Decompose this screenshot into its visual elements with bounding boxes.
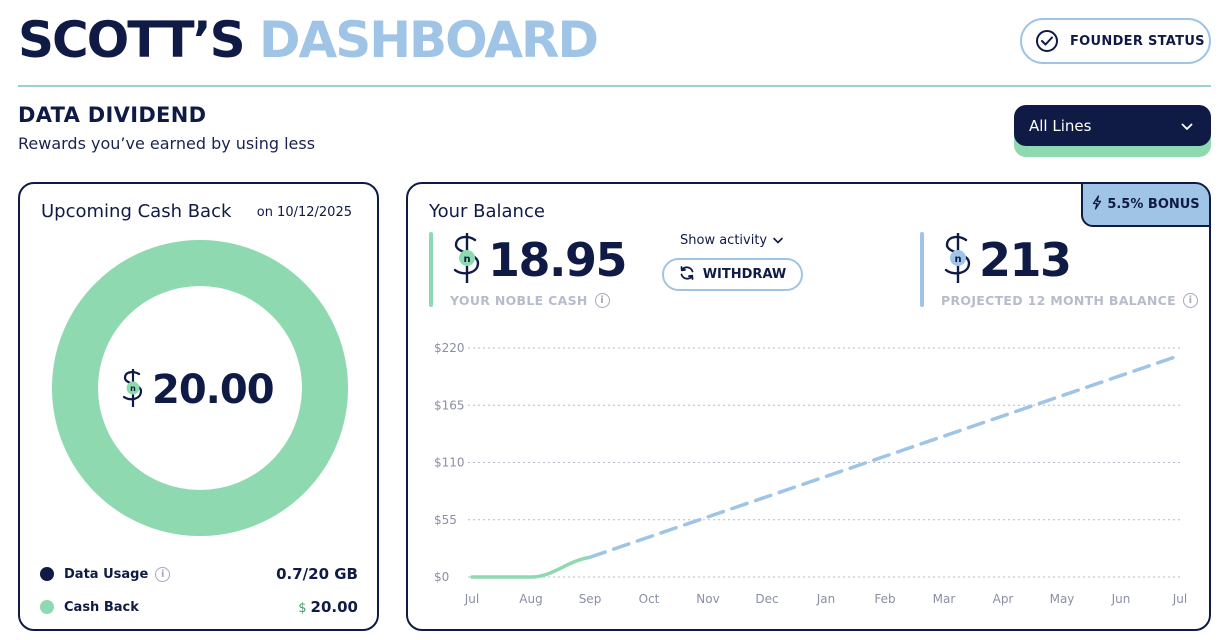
header-divider (18, 85, 1211, 87)
dollar-sign-icon: $ (298, 601, 307, 616)
cash-back-dot (40, 600, 54, 614)
x-tick-label: Jul (1172, 592, 1187, 606)
y-tick-label: $165 (434, 398, 465, 412)
cashback-card: Upcoming Cash Back on 10/12/2025 n 20.00… (18, 182, 379, 631)
page-title: SCOTT’S DASHBOARD (18, 10, 599, 70)
cashback-amount: n 20.00 (120, 367, 275, 413)
lightning-icon (1092, 195, 1102, 214)
balance-chart: $220 $165 $110 $55 $0 Jul Aug Sep Oct Nov Dec Jan Fe… (434, 341, 1187, 606)
bonus-label: 5.5% BONUS (1107, 197, 1200, 212)
cash-back-value: 20.00 (310, 598, 358, 616)
x-tick-label: Aug (519, 592, 542, 606)
cashback-donut (52, 240, 348, 536)
info-icon[interactable]: i (1183, 293, 1198, 308)
y-tick-label: $0 (434, 570, 449, 584)
x-tick-label: Mar (933, 592, 956, 606)
data-usage-dot (40, 567, 54, 581)
actual-balance-line (470, 555, 592, 579)
y-tick-label: $220 (434, 341, 465, 355)
section-title: DATA DIVIDEND (18, 103, 207, 127)
x-tick-label: Sep (579, 592, 602, 606)
info-icon[interactable]: i (155, 566, 171, 582)
x-tick-label: Jun (1111, 592, 1131, 606)
noble-dollar-icon: n (941, 232, 975, 288)
withdraw-button[interactable]: WITHDRAW (662, 258, 803, 291)
check-circle-icon (1036, 30, 1058, 52)
x-tick-label: Apr (993, 592, 1014, 606)
noble-cash-label: YOUR NOBLE CASH i (450, 293, 610, 308)
section-subtitle: Rewards you’ve earned by using less (18, 134, 316, 153)
noble-dollar-icon: n (120, 368, 146, 412)
x-tick-label: Feb (874, 592, 895, 606)
svg-text:n: n (130, 384, 136, 393)
title-dashboard: DASHBOARD (259, 11, 599, 69)
x-tick-label: May (1050, 592, 1075, 606)
projected-value: 213 (979, 233, 1072, 287)
show-activity-label: Show activity (680, 233, 768, 248)
cashback-date: on 10/12/2025 (256, 205, 352, 220)
svg-text:n: n (463, 254, 470, 265)
svg-text:n: n (954, 254, 961, 265)
noble-cash-label-text: YOUR NOBLE CASH (450, 293, 588, 308)
legend-label: Data Usage (64, 566, 149, 582)
y-tick-label: $110 (434, 456, 465, 470)
withdraw-label: WITHDRAW (702, 267, 787, 282)
x-tick-label: Jul (464, 592, 479, 606)
projected-amount: n 213 (941, 232, 1072, 288)
line-selector-value: All Lines (1029, 116, 1092, 135)
bonus-badge: 5.5% BONUS (1081, 184, 1209, 227)
chevron-down-icon (1181, 116, 1193, 135)
x-tick-label: Nov (696, 592, 719, 606)
x-tick-label: Dec (755, 592, 778, 606)
legend-label: Cash Back (64, 599, 139, 615)
show-activity-toggle[interactable]: Show activity (680, 233, 783, 248)
cashback-amount-value: 20.00 (152, 367, 275, 413)
line-selector-dropdown[interactable]: All Lines (1014, 105, 1211, 146)
noble-cash-amount: n 18.95 (450, 232, 628, 288)
refresh-icon (679, 265, 695, 285)
y-tick-label: $55 (434, 513, 457, 527)
donut-fill (52, 240, 348, 536)
founder-status-label: FOUNDER STATUS (1070, 33, 1205, 49)
legend-data-usage: Data Usage i 0.7/20 GB (40, 565, 358, 583)
balance-card: 5.5% BONUS Your Balance n 18.95 YOUR NOB… (406, 182, 1211, 631)
noble-cash-value: 18.95 (488, 233, 628, 287)
legend-value: 0.7/20 GB (276, 565, 358, 583)
x-tick-label: Oct (639, 592, 660, 606)
founder-status-button[interactable]: FOUNDER STATUS (1020, 18, 1211, 64)
noble-dollar-icon: n (450, 232, 484, 288)
projected-accent (920, 232, 924, 307)
projected-label-text: PROJECTED 12 MONTH BALANCE (941, 293, 1176, 308)
title-name: SCOTT’S (18, 11, 246, 69)
cashback-title: Upcoming Cash Back (41, 201, 232, 222)
noble-cash-accent (429, 232, 433, 307)
balance-title: Your Balance (429, 201, 545, 222)
legend-value: $20.00 (298, 598, 358, 616)
info-icon[interactable]: i (594, 293, 610, 308)
projected-label: PROJECTED 12 MONTH BALANCE i (941, 293, 1198, 308)
x-tick-label: Jan (816, 592, 836, 606)
chevron-down-icon (773, 233, 783, 248)
projected-balance-line (588, 353, 1182, 559)
legend-cash-back: Cash Back $20.00 (40, 598, 358, 616)
